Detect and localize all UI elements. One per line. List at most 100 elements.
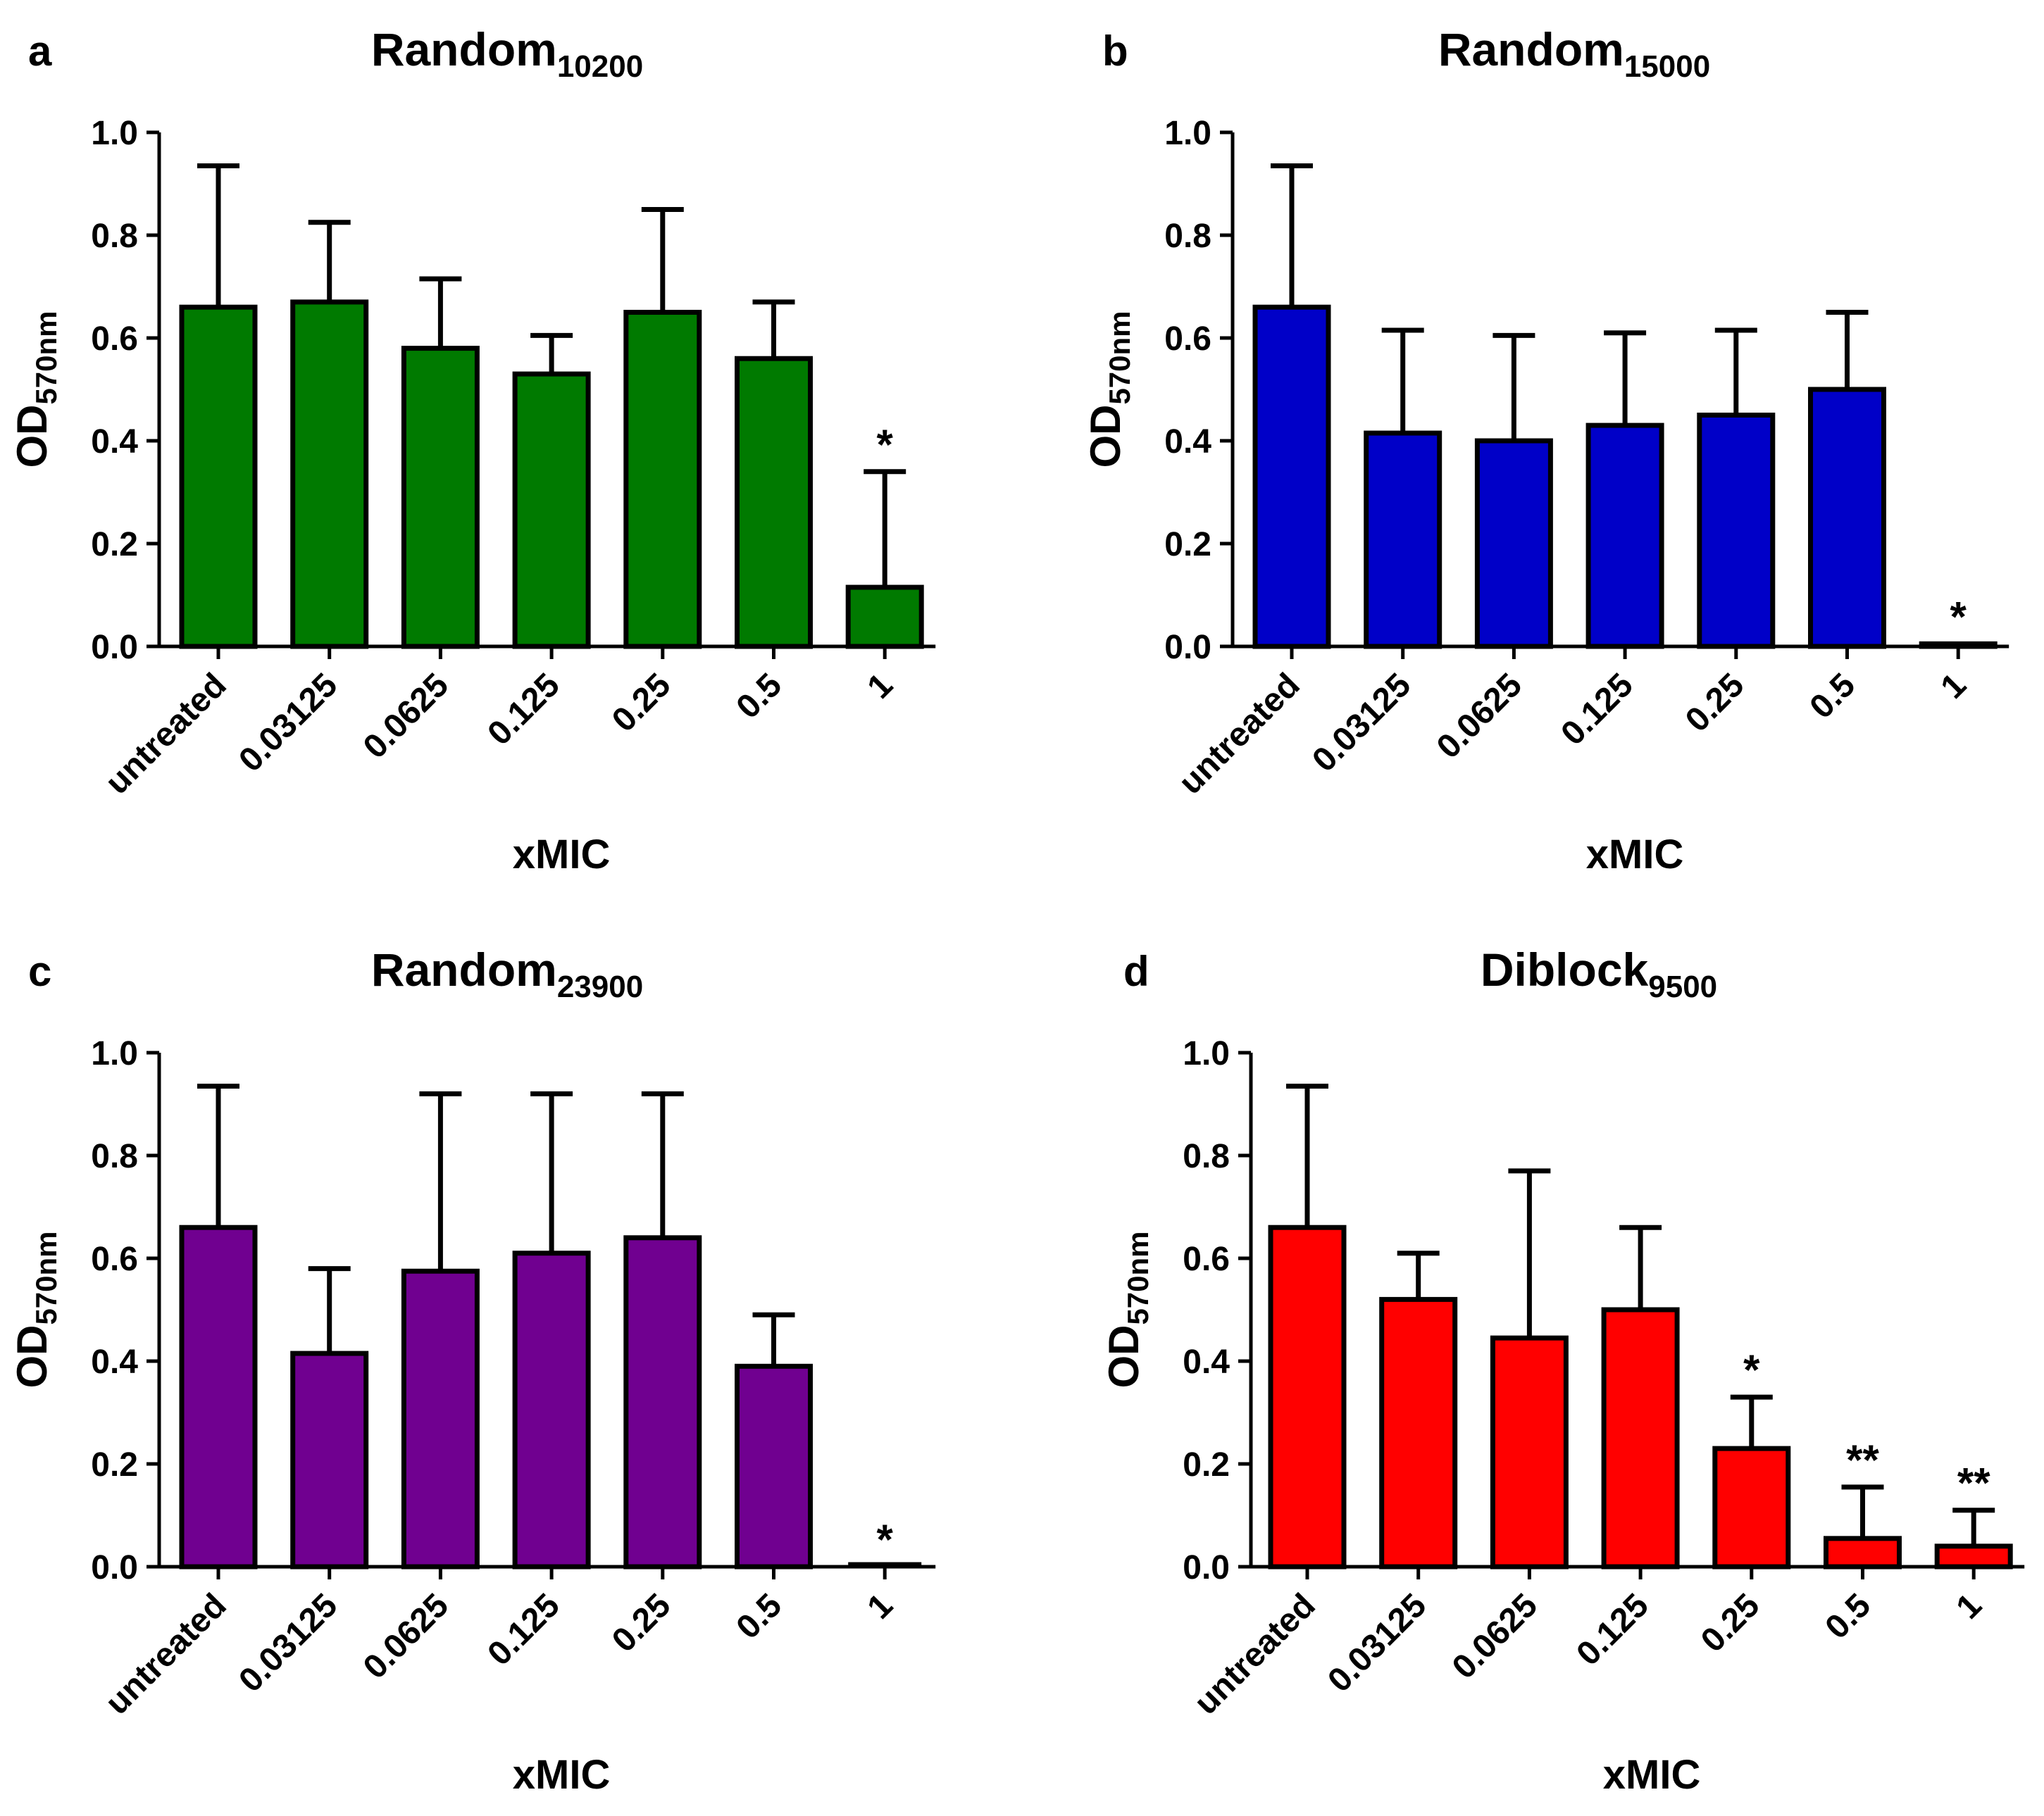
x-tick-label: 1: [1934, 666, 1974, 706]
y-tick-label: 0.0: [91, 629, 138, 666]
x-tick-label: 0.25: [605, 666, 678, 739]
y-axis-label-main: OD: [1082, 405, 1129, 468]
bar: [623, 1235, 702, 1570]
panel-a: a Random10200 OD570nm 0.0 0.2 0.4 0.6 0.8 1.0 unt…: [8, 23, 936, 877]
bar: [1934, 1543, 2013, 1570]
x-axis-label: xMIC: [1603, 1752, 1701, 1798]
chart-title: Random10200: [371, 23, 643, 84]
y-axis-label: OD570nm: [1100, 1231, 1154, 1388]
panel-b: b Random15000 OD570nm 0.0 0.2 0.4 0.6 0.8 1.0 unt…: [1082, 23, 2009, 877]
x-tick-label: 1: [861, 666, 900, 706]
x-tick-label: untreated: [99, 1586, 234, 1722]
y-tick-label: 1.0: [91, 115, 138, 152]
bar: [512, 371, 591, 649]
y-axis-label: OD570nm: [8, 311, 63, 468]
chart-title-main: Random: [371, 944, 557, 996]
bar: [1585, 422, 1664, 649]
chart-title: Random23900: [371, 944, 643, 1004]
y-tick-label: 0.8: [91, 1138, 138, 1175]
panel-letter: d: [1123, 948, 1149, 995]
y-tick-label: 0.8: [1183, 1138, 1230, 1175]
significance-marker: *: [1950, 593, 1967, 640]
panel-letter: c: [28, 948, 51, 995]
x-axis-label: xMIC: [1586, 832, 1684, 877]
bar: [1268, 1225, 1347, 1570]
panel-d: d Diblock9500 OD570nm 0.0 0.2 0.4 0.6 0.8 1.0 unt…: [1100, 944, 2025, 1798]
bar: [179, 304, 258, 649]
bar: [845, 584, 924, 649]
bar: [1712, 1446, 1791, 1570]
x-tick-label: untreated: [99, 666, 234, 801]
bar: [1252, 304, 1331, 649]
significance-marker: *: [877, 421, 894, 468]
y-tick-label: 0.4: [91, 1344, 138, 1381]
x-tick-label: 0.0625: [1430, 666, 1529, 765]
y-tick-label: 0.6: [1183, 1241, 1230, 1278]
y-tick-label: 0.2: [91, 1446, 138, 1484]
x-tick-label: 0.25: [605, 1586, 678, 1660]
y-tick-label: 0.6: [91, 1241, 138, 1278]
x-tick-label: 0.5: [1803, 666, 1863, 726]
x-tick-label: 0.03125: [232, 666, 344, 779]
y-tick-label: 0.6: [1164, 320, 1211, 358]
significance-marker: *: [877, 1516, 894, 1563]
y-axis-label-sub: 570nm: [30, 1231, 63, 1325]
bar: [1824, 1536, 1902, 1570]
bar: [290, 1351, 369, 1570]
y-axis-label-main: OD: [8, 405, 56, 468]
x-tick-label: 0.25: [1694, 1586, 1767, 1660]
chart-title-main: Random: [371, 23, 557, 75]
bar: [179, 1225, 258, 1570]
x-tick-label: 0.0625: [356, 1586, 456, 1686]
bar: [623, 310, 702, 649]
y-tick-label: 0.2: [1164, 526, 1211, 563]
chart-title-main: Random: [1438, 23, 1624, 75]
bar: [1490, 1335, 1569, 1570]
bar: [401, 346, 480, 649]
bar: [1697, 413, 1776, 649]
x-tick-label: 0.5: [1819, 1586, 1878, 1646]
chart-title-sub: 10200: [557, 49, 643, 84]
y-tick-label: 0.0: [1164, 629, 1211, 666]
y-tick-label: 0.8: [1164, 218, 1211, 255]
y-axis-label-sub: 570nm: [1121, 1231, 1154, 1325]
x-tick-label: 1: [861, 1586, 900, 1626]
x-tick-label: 0.03125: [1321, 1586, 1433, 1699]
bar: [1364, 430, 1442, 649]
y-tick-label: 0.8: [91, 218, 138, 255]
bar: [290, 299, 369, 649]
y-axis-label-main: OD: [8, 1325, 56, 1389]
bar: [735, 356, 813, 649]
x-tick-label: 0.5: [730, 1586, 790, 1646]
x-tick-label: 0.125: [1569, 1586, 1655, 1672]
chart-title-sub: 23900: [557, 970, 643, 1004]
chart-title-main: Diblock: [1481, 944, 1649, 996]
panel-c: c Random23900 OD570nm 0.0 0.2 0.4 0.6 0.8 1.0 unt…: [8, 944, 936, 1798]
y-axis-label: OD570nm: [1082, 311, 1136, 468]
panel-letter: a: [28, 27, 52, 75]
bar: [1808, 387, 1886, 649]
y-tick-label: 0.6: [91, 320, 138, 358]
x-tick-label: 0.0625: [356, 666, 456, 765]
y-axis-label-sub: 570nm: [1103, 311, 1136, 404]
y-axis-label-sub: 570nm: [30, 311, 63, 404]
chart-title-sub: 15000: [1624, 49, 1710, 84]
y-tick-label: 1.0: [1164, 115, 1211, 152]
bar: [1601, 1307, 1680, 1570]
chart-title-sub: 9500: [1648, 970, 1717, 1004]
x-tick-label: 0.125: [1554, 666, 1640, 752]
bar: [512, 1251, 591, 1570]
bar: [1919, 641, 1998, 649]
x-tick-label: 0.125: [480, 666, 566, 752]
x-tick-label: untreated: [1188, 1586, 1323, 1722]
significance-marker: *: [1743, 1346, 1760, 1394]
x-axis-label: xMIC: [513, 1752, 611, 1798]
bar: [735, 1363, 813, 1570]
x-tick-label: 0.0625: [1445, 1586, 1545, 1686]
bar: [1474, 438, 1553, 649]
x-tick-label: 0.25: [1678, 666, 1752, 739]
y-tick-label: 1.0: [91, 1035, 138, 1072]
y-tick-label: 0.2: [91, 526, 138, 563]
y-tick-label: 0.0: [1183, 1549, 1230, 1586]
x-tick-label: 0.5: [730, 666, 790, 726]
